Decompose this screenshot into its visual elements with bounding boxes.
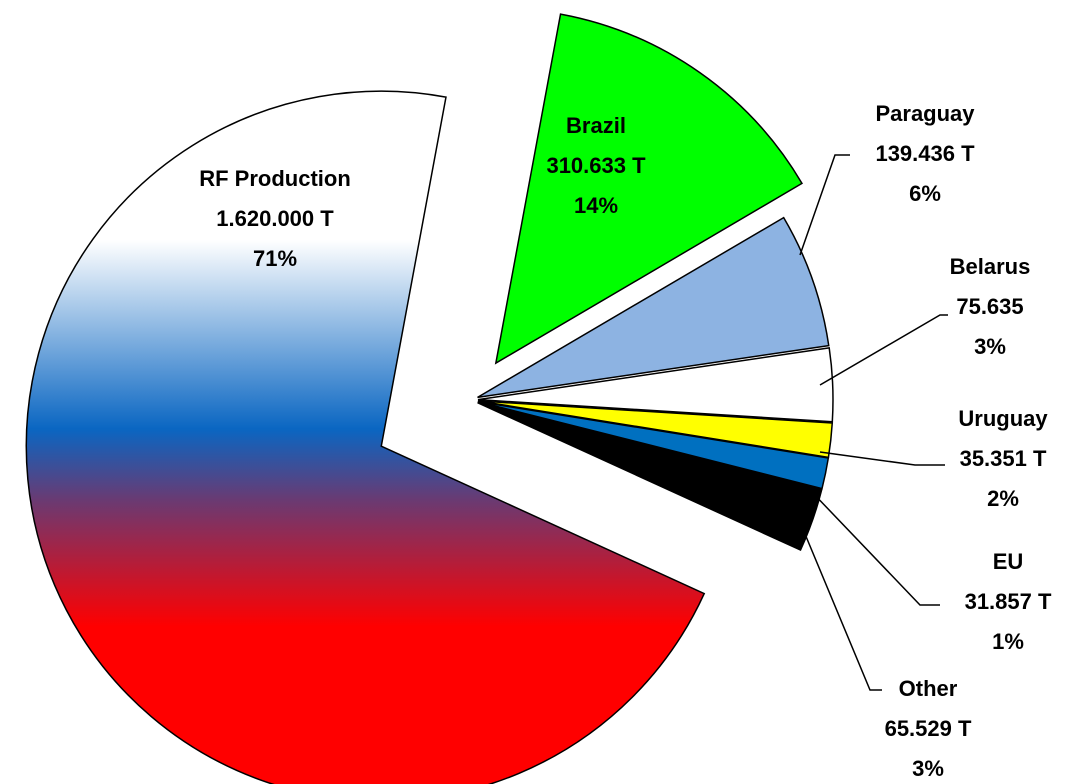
slice-label: RF Production (199, 166, 351, 191)
leader-line (819, 314, 948, 386)
percent-label: 14% (574, 193, 618, 218)
percent-label: 3% (974, 334, 1006, 359)
value-label: 35.351 T (960, 446, 1047, 471)
percent-label: 3% (912, 756, 944, 781)
leader-line (819, 451, 945, 466)
leader-line (799, 521, 882, 691)
pie-slice (477, 216, 830, 399)
pie-slice (477, 400, 830, 490)
slice-label: Paraguay (875, 101, 975, 126)
value-label: 75.635 (956, 294, 1023, 319)
percent-label: 6% (909, 181, 941, 206)
value-label: 31.857 T (965, 589, 1052, 614)
value-label: 139.436 T (875, 141, 975, 166)
percent-label: 71% (253, 246, 297, 271)
pie-slice (25, 90, 706, 784)
slice-label: Other (899, 676, 958, 701)
pie-slice (477, 347, 834, 423)
value-label: 65.529 T (885, 716, 972, 741)
pie-slice (494, 13, 803, 365)
slice-label: EU (993, 549, 1024, 574)
leader-line (799, 154, 850, 256)
pie-slice (477, 401, 823, 552)
slice-label: Uruguay (958, 406, 1048, 431)
percent-label: 2% (987, 486, 1019, 511)
pie-slice (477, 400, 834, 459)
value-label: 1.620.000 T (216, 206, 334, 231)
value-label: 310.633 T (546, 153, 646, 178)
percent-label: 1% (992, 629, 1024, 654)
leader-line (809, 489, 940, 606)
slice-label: Brazil (566, 113, 626, 138)
slice-label: Belarus (950, 254, 1031, 279)
